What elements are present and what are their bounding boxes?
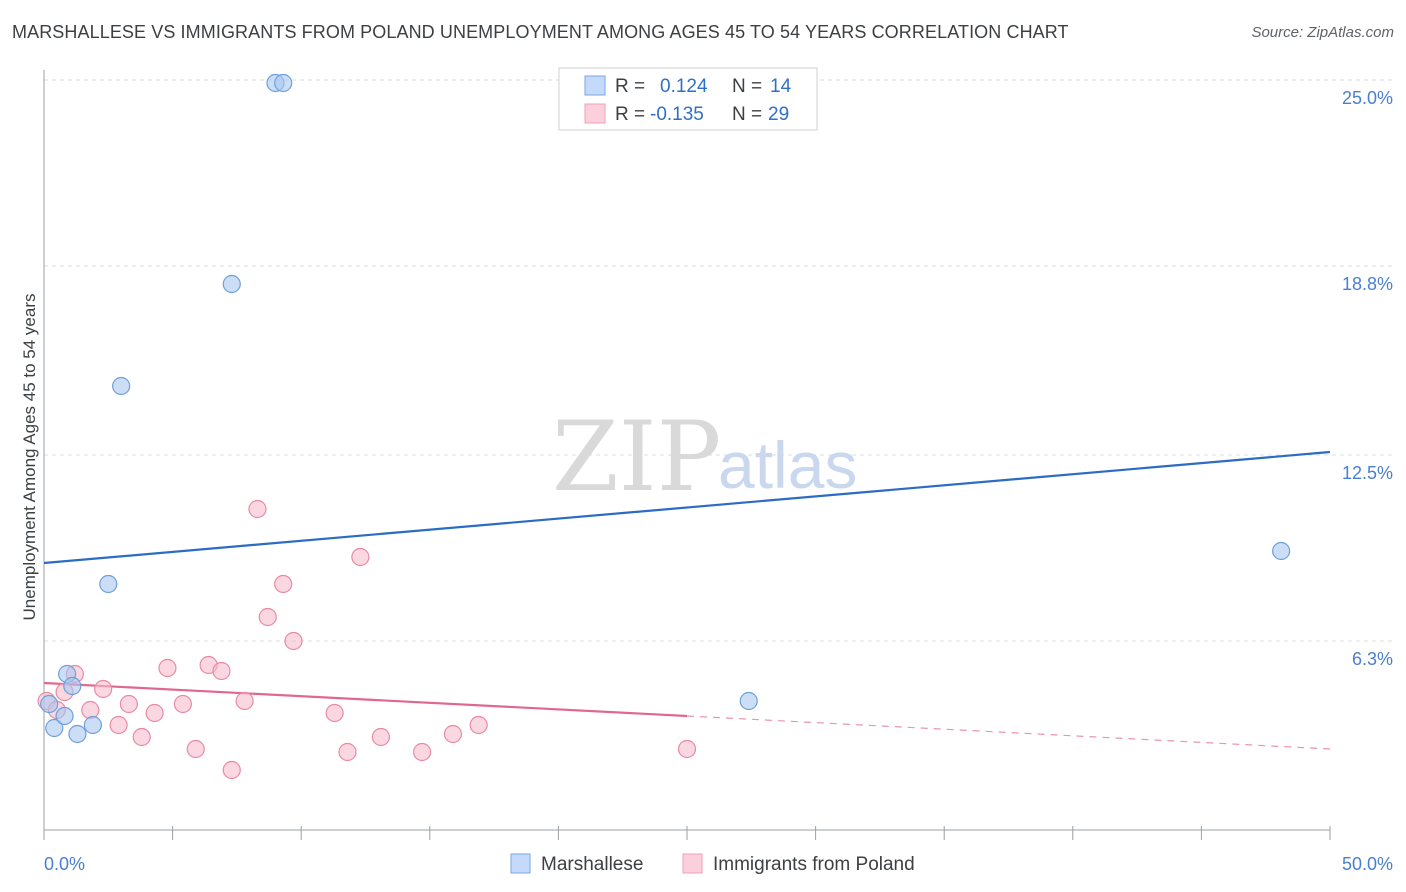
point-marshallese	[274, 73, 293, 93]
bottom-legend-swatch-marshallese	[510, 853, 531, 874]
point-poland	[81, 700, 100, 720]
point-poland	[248, 499, 267, 519]
gridlines	[44, 79, 1392, 642]
x-tick-label-max: 50.0%	[1342, 854, 1393, 874]
point-poland	[274, 574, 293, 594]
watermark: ZIP atlas	[552, 401, 857, 513]
trend-line-marshallese	[43, 450, 1331, 565]
point-poland	[258, 607, 277, 627]
point-marshallese	[68, 724, 87, 744]
legend-r-label-1: R =	[615, 76, 645, 97]
point-poland	[351, 547, 370, 567]
correlation-legend: R = 0.124 N = 14 R = -0.135 N = 29	[558, 67, 818, 131]
point-poland	[412, 742, 432, 762]
y-tick-labels: 6.3% 12.5% 18.8% 25.0%	[1342, 88, 1393, 669]
point-marshallese	[55, 706, 74, 726]
point-poland	[94, 679, 113, 699]
point-poland	[212, 661, 231, 681]
legend-n-value-2: 29	[768, 104, 789, 125]
y-tick-label: 12.5%	[1342, 463, 1393, 483]
point-poland	[119, 694, 138, 714]
y-tick-label: 25.0%	[1342, 88, 1393, 108]
trend-line-poland	[43, 681, 688, 718]
point-poland	[173, 694, 192, 714]
point-poland	[186, 739, 205, 759]
point-poland	[132, 727, 151, 747]
point-poland	[371, 727, 391, 747]
y-tick-label: 6.3%	[1352, 649, 1393, 669]
point-marshallese	[1272, 541, 1291, 561]
point-marshallese	[45, 718, 64, 738]
x-tick-label-min: 0.0%	[44, 854, 85, 874]
bottom-legend-label-poland: Immigrants from Poland	[713, 854, 915, 875]
watermark-zip: ZIP	[552, 401, 721, 513]
legend-n-label-2: N =	[732, 104, 762, 125]
point-poland	[109, 715, 128, 735]
bottom-legend-label-marshallese: Marshallese	[541, 854, 643, 875]
point-poland	[443, 724, 463, 744]
watermark-atlas: atlas	[718, 428, 857, 502]
legend-n-value-1: 14	[770, 76, 792, 97]
point-poland	[145, 703, 164, 723]
y-axis-label: Unemployment Among Ages 45 to 54 years	[20, 294, 39, 621]
trend-line-extension-poland	[686, 715, 1331, 750]
legend-swatch-marshallese	[584, 75, 606, 96]
point-marshallese	[739, 691, 758, 711]
legend-n-label-1: N =	[732, 76, 762, 97]
point-poland	[325, 703, 344, 723]
legend-swatch-poland	[584, 103, 606, 124]
point-poland	[235, 691, 254, 711]
point-marshallese	[112, 376, 131, 396]
x-tick-labels: 0.0% 50.0%	[44, 854, 1393, 874]
chart-title: MARSHALLESE VS IMMIGRANTS FROM POLAND UN…	[12, 22, 1069, 42]
point-marshallese	[40, 694, 59, 714]
point-marshallese	[83, 715, 102, 735]
y-tick-label: 18.8%	[1342, 274, 1393, 294]
point-marshallese	[63, 676, 82, 696]
point-poland	[338, 742, 357, 762]
point-marshallese	[222, 274, 241, 294]
point-poland	[284, 631, 303, 651]
series-legend: Marshallese Immigrants from Poland	[510, 853, 915, 875]
legend-r-value-2: -0.135	[650, 104, 704, 125]
data-points	[37, 73, 1291, 780]
bottom-legend-swatch-poland	[682, 853, 703, 874]
trend-lines	[43, 450, 1331, 750]
point-poland	[222, 760, 241, 780]
legend-r-value-1: 0.124	[660, 76, 708, 97]
point-poland	[158, 658, 177, 678]
point-marshallese	[99, 574, 118, 594]
legend-r-label-2: R =	[615, 104, 645, 125]
source-label: Source: ZipAtlas.com	[1251, 24, 1394, 41]
x-tick-marks	[43, 826, 1331, 840]
point-poland	[469, 715, 488, 735]
point-poland	[677, 739, 697, 759]
